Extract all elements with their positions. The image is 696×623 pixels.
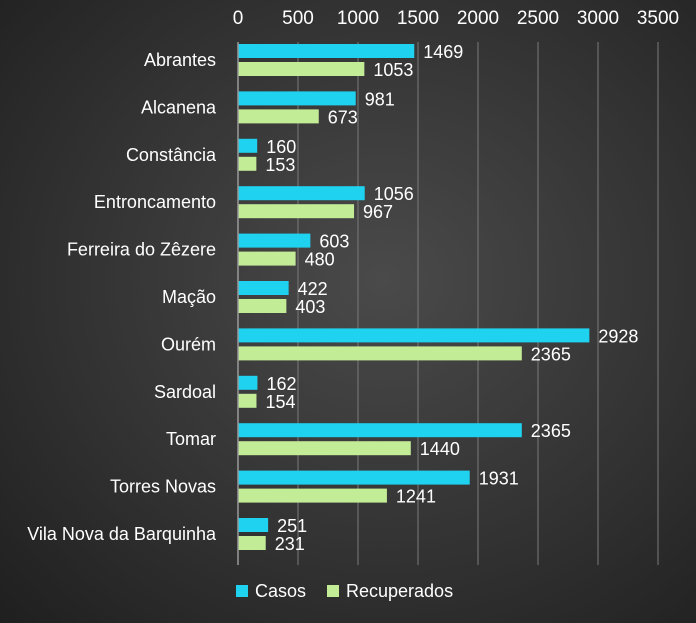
bar-recuperados: [238, 109, 319, 124]
data-label: 153: [265, 155, 295, 175]
legend-label-recuperados: Recuperados: [346, 581, 453, 601]
category-label: Vila Nova da Barquinha: [27, 524, 217, 544]
legend-swatch-casos: [236, 585, 248, 597]
data-label: 1241: [396, 487, 436, 507]
x-tick-label: 1500: [397, 8, 439, 29]
x-tick-label: 2500: [517, 8, 559, 29]
category-label: Constância: [126, 145, 217, 165]
x-axis-ticks: 0 500 1000 1500 2000 2500 3000 3500: [233, 8, 679, 29]
gridlines: [297, 42, 659, 565]
legend: Casos Recuperados: [236, 581, 453, 601]
bar-recuperados: [238, 299, 287, 313]
data-label: 422: [298, 279, 328, 299]
bar-casos: [238, 470, 470, 485]
category-label: Mação: [162, 287, 216, 307]
data-label: 673: [328, 107, 358, 127]
data-label: 603: [319, 232, 349, 252]
legend-label-casos: Casos: [255, 581, 306, 601]
data-label: 1931: [479, 469, 519, 489]
bar-recuperados: [238, 156, 257, 171]
data-label: 981: [365, 89, 395, 109]
category-label: Entroncamento: [94, 192, 216, 212]
data-label: 403: [295, 297, 325, 317]
data-label: 1440: [420, 439, 460, 459]
legend-swatch-recuperados: [327, 585, 339, 597]
bars: [238, 44, 590, 550]
category-labels: Abrantes Alcanena Constância Entroncamento F…: [27, 50, 217, 544]
bar-casos: [238, 233, 311, 248]
data-label: 160: [266, 137, 296, 157]
bar-recuperados: [238, 393, 257, 408]
data-label: 2365: [531, 344, 571, 364]
x-tick-label: 500: [282, 8, 314, 29]
category-label: Tomar: [166, 429, 216, 449]
x-tick-label: 3000: [577, 8, 619, 29]
category-label: Alcanena: [141, 97, 217, 117]
data-label: 231: [275, 534, 305, 554]
data-label: 480: [305, 250, 335, 270]
bar-casos: [238, 91, 356, 106]
bar-recuperados: [238, 62, 365, 76]
bar-recuperados: [238, 346, 522, 361]
bar-casos: [238, 186, 365, 201]
bar-casos: [238, 44, 415, 58]
category-label: Ferreira do Zêzere: [67, 240, 216, 260]
data-label: 967: [363, 202, 393, 222]
bar-recuperados: [238, 204, 355, 219]
x-tick-label: 0: [233, 8, 244, 29]
category-label: Abrantes: [144, 50, 216, 70]
data-label: 154: [265, 392, 295, 412]
x-tick-label: 2000: [457, 8, 499, 29]
bar-recuperados: [238, 441, 411, 456]
data-label: 2365: [531, 421, 571, 441]
category-label: Sardoal: [154, 382, 216, 402]
data-label: 2928: [598, 326, 638, 346]
data-label: 1469: [423, 42, 463, 62]
bar-casos: [238, 423, 522, 438]
bar-casos: [238, 328, 590, 343]
x-tick-label: 3500: [637, 8, 679, 29]
bar-casos: [238, 281, 289, 295]
bar-casos: [238, 518, 269, 532]
data-label: 1056: [374, 184, 414, 204]
bar-recuperados: [238, 251, 296, 266]
data-label: 251: [277, 516, 307, 536]
bar-casos: [238, 138, 258, 153]
x-tick-label: 1000: [337, 8, 379, 29]
data-label: 1053: [373, 60, 413, 80]
data-label: 162: [266, 374, 296, 394]
bar-recuperados: [238, 488, 387, 503]
bar-recuperados: [238, 536, 266, 550]
category-label: Torres Novas: [110, 477, 216, 497]
category-label: Ourém: [161, 334, 216, 354]
bar-casos: [238, 375, 258, 390]
